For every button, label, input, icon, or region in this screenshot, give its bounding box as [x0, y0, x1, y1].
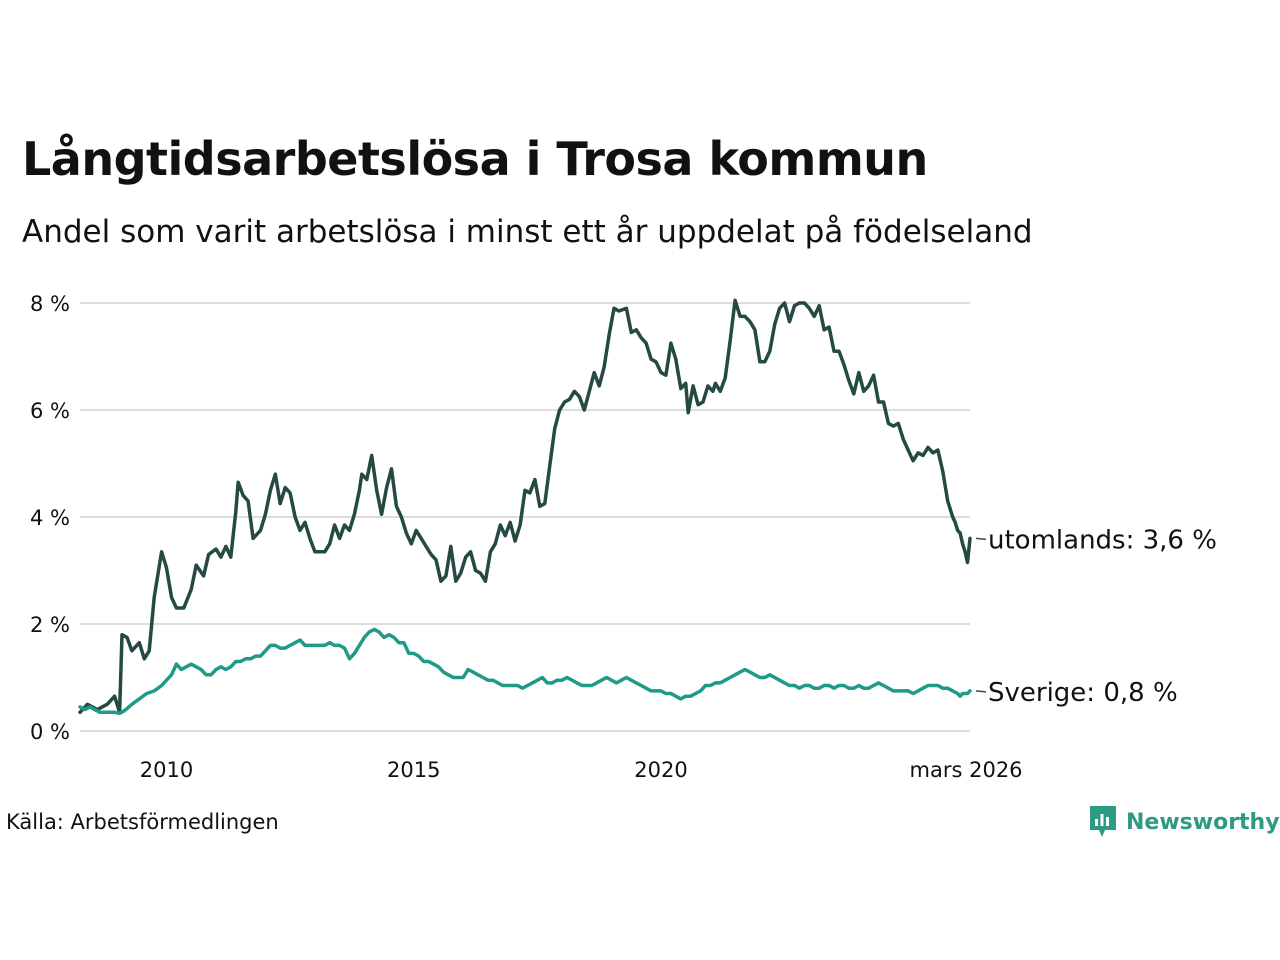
y-tick-label: 6 %: [30, 399, 70, 423]
chart-subtitle: Andel som varit arbetslösa i minst ett å…: [22, 214, 1033, 250]
y-tick-label: 8 %: [30, 292, 70, 316]
series-end-label-utomlands: utomlands: 3,6 %: [988, 525, 1217, 555]
gridlines: [80, 302, 970, 732]
series-end-tick: [975, 690, 987, 693]
y-tick-label: 4 %: [30, 506, 70, 530]
chart-title: Långtidsarbetslösa i Trosa kommun: [22, 132, 928, 186]
series-line-utomlands: [78, 298, 972, 715]
series-end-labels: utomlands: 3,6 % Sverige: 0,8 %: [975, 525, 1217, 708]
series-line-sverige: [78, 627, 972, 716]
x-tick-label: mars 2026: [910, 758, 1023, 782]
newsworthy-logo-icon: [1090, 806, 1116, 837]
x-tick-label: 2010: [140, 758, 193, 782]
x-tick-label: 2015: [387, 758, 440, 782]
y-tick-label: 0 %: [30, 720, 70, 744]
x-axis: 2010 2015 2020 mars 2026: [140, 758, 1023, 782]
series-end-tick: [975, 537, 987, 541]
y-axis: 0 % 2 % 4 % 6 % 8 %: [30, 292, 70, 744]
newsworthy-logo: Newsworthy: [1088, 804, 1280, 840]
y-tick-label: 2 %: [30, 613, 70, 637]
series-lines: [78, 298, 972, 716]
source-note: Källa: Arbetsförmedlingen: [6, 810, 279, 834]
newsworthy-logo-text: Newsworthy: [1126, 809, 1280, 835]
x-tick-label: 2020: [634, 758, 687, 782]
series-end-label-sverige: Sverige: 0,8 %: [988, 678, 1178, 708]
